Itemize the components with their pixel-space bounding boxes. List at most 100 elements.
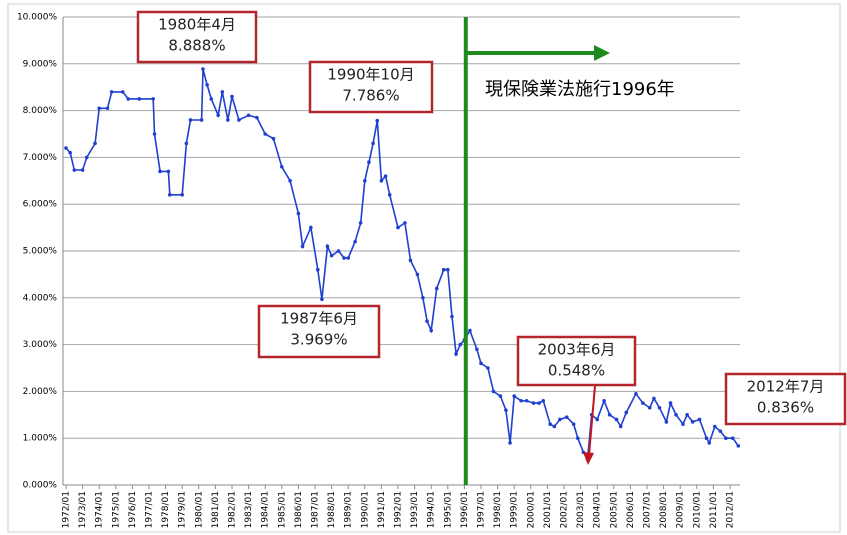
point (641, 401, 645, 405)
x-tick-label: 1984/01 (261, 491, 271, 528)
point (498, 394, 503, 398)
point (491, 389, 496, 394)
x-tick-label: 1977/01 (145, 491, 155, 528)
point (576, 436, 580, 441)
x-tick-label: 1978/01 (161, 491, 171, 528)
point (166, 169, 171, 174)
point (434, 286, 439, 291)
x-tick-label: 1976/01 (128, 491, 138, 528)
y-tick-label: 8.000% (23, 106, 58, 116)
x-tick-label: 1995/01 (443, 491, 453, 528)
point (690, 420, 695, 424)
x-tick-label: 1979/01 (178, 491, 188, 528)
point (595, 417, 599, 422)
point (201, 67, 205, 71)
x-tick-label: 1990/01 (360, 491, 370, 528)
point (288, 179, 292, 183)
point (205, 83, 209, 87)
point (602, 398, 606, 403)
point (664, 420, 669, 424)
x-tick-label: 2010/01 (692, 491, 702, 528)
x-tick-label: 2009/01 (676, 491, 686, 528)
point (271, 136, 276, 141)
x-tick-label: 1982/01 (228, 491, 238, 528)
x-tick-label: 1973/01 (78, 491, 88, 528)
point (614, 417, 619, 422)
point (724, 436, 728, 441)
point (336, 249, 341, 253)
point (309, 225, 313, 230)
annotation-box (516, 335, 637, 387)
annotation-arrow (588, 385, 596, 456)
point (396, 225, 400, 230)
point (167, 193, 172, 197)
point (126, 97, 131, 101)
point (486, 366, 490, 370)
point (524, 398, 529, 403)
x-tick-label: 2002/01 (560, 491, 570, 528)
point (681, 422, 685, 426)
point (571, 422, 576, 426)
y-tick-label: 10.000% (17, 13, 57, 23)
point (358, 221, 363, 225)
point (712, 424, 717, 429)
point (425, 319, 429, 324)
annotation-box (136, 10, 258, 64)
point (468, 328, 472, 333)
point (180, 193, 184, 197)
annotation-text: 0.548% (548, 362, 605, 380)
x-tick-label: 1988/01 (327, 491, 337, 528)
x-tick-label: 2011/01 (709, 491, 719, 528)
y-tick-label: 7.000% (23, 153, 58, 163)
point (109, 90, 114, 94)
point (707, 441, 712, 445)
point (300, 244, 305, 249)
x-tick-label: 1993/01 (410, 491, 420, 528)
x-tick-label: 2005/01 (609, 491, 619, 528)
point (97, 106, 101, 111)
point (379, 179, 384, 183)
point (421, 296, 425, 300)
point (446, 267, 450, 272)
point (454, 352, 458, 356)
x-tick-label: 2001/01 (543, 491, 553, 528)
x-tick-label: 2004/01 (593, 491, 603, 528)
point (697, 417, 702, 422)
x-tick-label: 1996/01 (460, 491, 470, 528)
x-tick-label: 1999/01 (510, 491, 520, 528)
point (255, 115, 259, 120)
point (415, 272, 420, 277)
point (458, 342, 463, 347)
y-tick-label: 9.000% (23, 59, 58, 69)
point (652, 396, 656, 401)
x-tick-label: 2007/01 (643, 491, 653, 528)
point (504, 408, 508, 412)
y-tick-label: 2.000% (23, 387, 58, 397)
point (93, 141, 97, 146)
event-label: 現保険業法施行1996年 (485, 79, 675, 100)
x-tick-label: 2006/01 (626, 491, 636, 528)
x-tick-label: 1997/01 (477, 491, 487, 528)
x-tick-label: 2012/01 (726, 491, 736, 528)
annotation-box (257, 304, 381, 359)
point (353, 239, 357, 244)
x-tick-label: 1983/01 (244, 491, 254, 528)
point (246, 113, 251, 118)
point (184, 141, 189, 146)
point (80, 168, 85, 172)
point (479, 361, 483, 366)
annotation-text: 2012年7月 (747, 378, 825, 396)
point (363, 179, 367, 183)
point (226, 118, 230, 122)
point (408, 258, 413, 263)
point (564, 415, 569, 419)
x-tick-label: 1998/01 (493, 491, 503, 528)
annotation-box (724, 372, 847, 426)
annotation-text: 7.786% (342, 87, 399, 105)
point (450, 314, 454, 319)
point (320, 297, 324, 302)
point (371, 141, 375, 146)
annotation-text: 1990年10月 (327, 66, 414, 84)
y-tick-label: 0.000% (23, 481, 58, 491)
